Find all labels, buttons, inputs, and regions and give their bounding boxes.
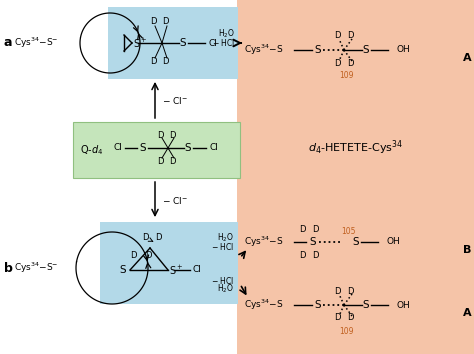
Text: Cl: Cl: [210, 143, 219, 153]
Text: 109: 109: [339, 326, 353, 336]
Text: S: S: [315, 45, 321, 55]
Text: 109: 109: [339, 72, 353, 80]
Text: Cl: Cl: [209, 39, 218, 47]
Bar: [100, 222, 238, 304]
Text: D: D: [157, 131, 163, 139]
Text: Q-$\mathit{d}_4$: Q-$\mathit{d}_4$: [80, 143, 103, 157]
Text: $-$ HCl: $-$ HCl: [212, 36, 235, 47]
Text: $-$ Cl$^{-}$: $-$ Cl$^{-}$: [162, 194, 188, 206]
Text: S: S: [315, 300, 321, 310]
Text: S: S: [353, 237, 359, 247]
Text: S: S: [363, 300, 369, 310]
Text: OH: OH: [387, 238, 401, 246]
Text: Cys$^{34}$$-$S: Cys$^{34}$$-$S: [244, 235, 283, 249]
Text: D: D: [150, 17, 156, 27]
Text: OH: OH: [397, 301, 411, 309]
Text: H$_2$O: H$_2$O: [218, 28, 235, 40]
Text: OH: OH: [397, 46, 411, 55]
Text: D: D: [334, 32, 340, 40]
Text: A: A: [463, 308, 471, 318]
Text: D: D: [157, 156, 163, 166]
Text: S: S: [363, 45, 369, 55]
Text: D: D: [169, 156, 175, 166]
Text: D: D: [334, 58, 340, 68]
Text: b: b: [4, 262, 13, 274]
Text: D: D: [169, 131, 175, 139]
Text: D: D: [334, 286, 340, 296]
Text: D: D: [312, 224, 318, 234]
Text: $-$ Cl$^{-}$: $-$ Cl$^{-}$: [162, 95, 188, 105]
Text: D: D: [142, 233, 148, 241]
Text: D: D: [162, 17, 168, 27]
Text: 105: 105: [341, 228, 355, 236]
Text: S: S: [180, 38, 186, 48]
Text: S: S: [185, 143, 191, 153]
Bar: [108, 7, 238, 79]
Text: Cl: Cl: [192, 266, 201, 274]
Text: D: D: [347, 32, 353, 40]
Text: D: D: [155, 233, 161, 241]
Text: D: D: [299, 251, 305, 259]
Text: S$^+$: S$^+$: [133, 36, 147, 50]
Text: D: D: [347, 286, 353, 296]
Text: D: D: [312, 251, 318, 259]
Text: $-$ HCl: $-$ HCl: [210, 274, 234, 285]
Text: D: D: [145, 251, 151, 259]
Text: D: D: [162, 57, 168, 67]
Text: Cys$^{34}$$-$S: Cys$^{34}$$-$S: [244, 298, 283, 312]
Text: S$^+$: S$^+$: [169, 263, 183, 276]
Text: D: D: [347, 314, 353, 322]
Text: $-$ HCl: $-$ HCl: [210, 241, 234, 252]
Text: D: D: [130, 251, 136, 259]
Text: Cl: Cl: [114, 143, 122, 153]
Text: S: S: [310, 237, 316, 247]
Text: B: B: [463, 245, 471, 255]
Bar: [73, 122, 240, 178]
Text: A: A: [463, 53, 471, 63]
Text: D: D: [299, 224, 305, 234]
Text: a: a: [4, 36, 12, 50]
Text: D: D: [334, 314, 340, 322]
Text: Cys$^{34}$$-$S$^{-}$: Cys$^{34}$$-$S$^{-}$: [14, 261, 59, 275]
Text: S: S: [140, 143, 146, 153]
Bar: [237, 0, 474, 354]
Text: S: S: [119, 265, 126, 275]
Text: H$_2$O: H$_2$O: [217, 283, 234, 295]
Text: Cys$^{34}$$-$S$^{-}$: Cys$^{34}$$-$S$^{-}$: [14, 36, 59, 50]
Text: D: D: [347, 58, 353, 68]
Text: H$_2$O: H$_2$O: [217, 232, 234, 244]
Text: D: D: [150, 57, 156, 67]
Text: $\mathit{d}_4$-HETETE-Cys$^{34}$: $\mathit{d}_4$-HETETE-Cys$^{34}$: [309, 139, 403, 157]
Text: Cys$^{34}$$-$S: Cys$^{34}$$-$S: [244, 43, 283, 57]
